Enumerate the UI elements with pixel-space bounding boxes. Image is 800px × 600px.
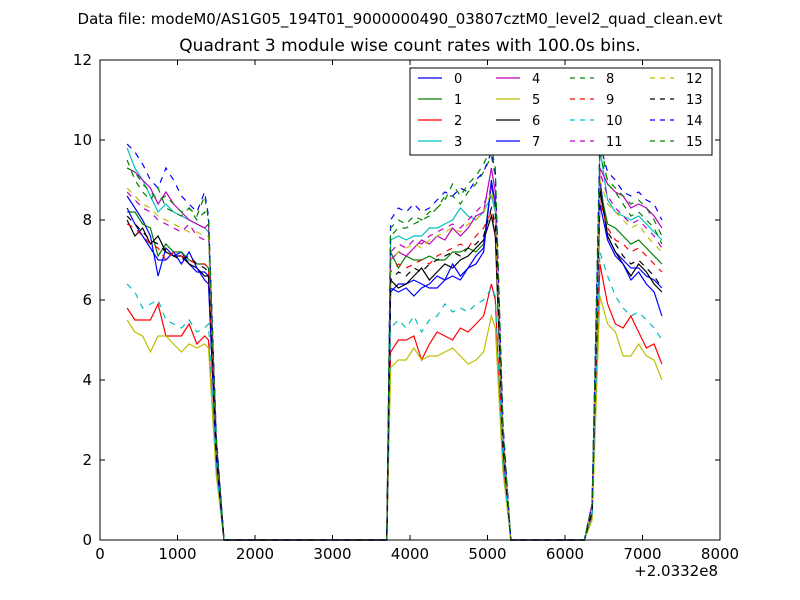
y-tick-label: 8 <box>82 211 92 229</box>
series-line-4 <box>126 167 663 541</box>
series-line-11 <box>126 171 663 541</box>
legend-label-13: 13 <box>686 93 703 108</box>
legend-label-7: 7 <box>532 135 540 150</box>
series-line-10 <box>126 251 663 541</box>
legend-label-14: 14 <box>686 114 703 129</box>
x-tick-label: 1000 <box>158 545 196 563</box>
y-tick-label: 2 <box>82 451 92 469</box>
legend-label-3: 3 <box>454 135 462 150</box>
series-line-2 <box>126 263 663 541</box>
series-line-3 <box>126 147 663 541</box>
legend-label-12: 12 <box>686 72 703 87</box>
legend-label-2: 2 <box>454 114 462 129</box>
series-line-14 <box>126 143 663 541</box>
chart-title: Quadrant 3 module wise count rates with … <box>179 36 641 56</box>
legend-label-11: 11 <box>606 135 623 150</box>
x-tick-label: 4000 <box>391 545 429 563</box>
legend-label-10: 10 <box>606 114 623 129</box>
series-line-12 <box>126 179 663 541</box>
series-line-7 <box>126 183 663 541</box>
legend-label-0: 0 <box>454 72 462 87</box>
y-tick-label: 4 <box>82 371 92 389</box>
x-tick-label: 3000 <box>313 545 351 563</box>
legend-label-8: 8 <box>606 72 614 87</box>
legend-label-9: 9 <box>606 93 614 108</box>
figure-suptitle: Data file: modeM0/AS1G05_194T01_90000004… <box>77 10 723 28</box>
series-line-13 <box>126 191 663 541</box>
legend-label-1: 1 <box>454 93 462 108</box>
ticks-layer: 0 1000 2000 3000 4000 5000 6000 7000 80000246810… <box>73 51 739 563</box>
legend-label-5: 5 <box>532 93 540 108</box>
x-tick-label: 0 <box>95 545 105 563</box>
x-tick-label: 5000 <box>468 545 506 563</box>
x-tick-label: 8000 <box>701 545 739 563</box>
x-tick-label: 2000 <box>236 545 274 563</box>
y-tick-label: 0 <box>82 531 92 549</box>
y-tick-label: 10 <box>73 131 92 149</box>
y-tick-label: 12 <box>73 51 92 69</box>
legend-label-15: 15 <box>686 135 703 150</box>
x-tick-label: 6000 <box>546 545 584 563</box>
series-line-0 <box>126 179 663 541</box>
series-layer <box>126 135 663 541</box>
y-tick-label: 6 <box>82 291 92 309</box>
legend-label-6: 6 <box>532 114 540 129</box>
legend-label-4: 4 <box>532 72 540 87</box>
series-line-9 <box>126 199 663 541</box>
x-offset-label: +2.0332e8 <box>634 562 718 580</box>
series-line-15 <box>126 146 663 541</box>
series-line-5 <box>126 295 663 541</box>
x-tick-label: 7000 <box>623 545 661 563</box>
